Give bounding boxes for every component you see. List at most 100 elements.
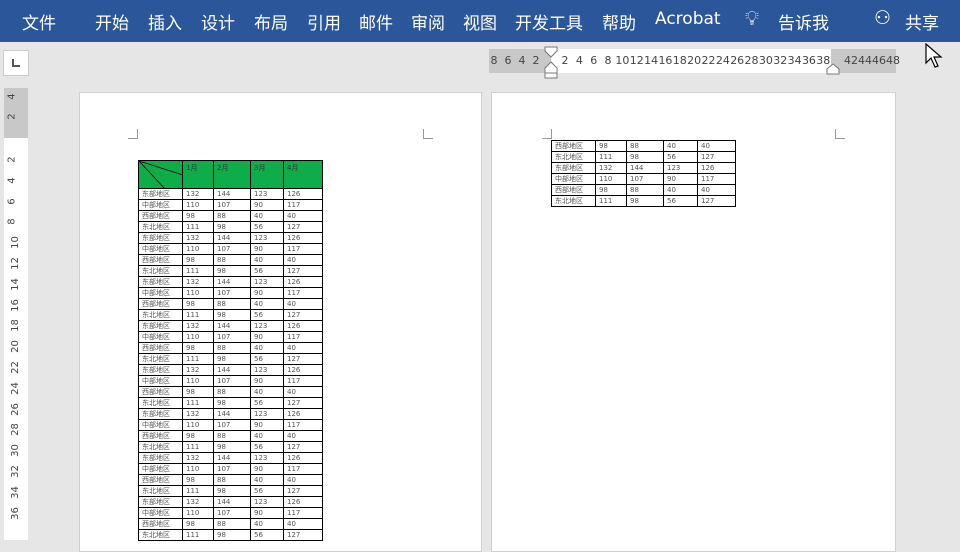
value-cell[interactable]: 127	[283, 265, 323, 277]
region-cell[interactable]: 西部地区	[138, 518, 183, 530]
value-cell[interactable]: 88	[213, 474, 251, 486]
month-header[interactable]: 1月	[182, 160, 214, 189]
value-cell[interactable]: 107	[213, 331, 251, 343]
value-cell[interactable]: 88	[213, 386, 251, 398]
horizontal-ruler[interactable]: 8 6 4 2 2 4 6 8 10 12 14 16 18 20 22 24 26 28 30 32 34 36 38 42…	[489, 46, 900, 79]
value-cell[interactable]: 126	[283, 364, 323, 376]
value-cell[interactable]: 90	[250, 463, 284, 475]
data-table-page-2[interactable]: 西部地区 98 88 40 40 东北地区 111 98 56 127 东部地区 132 144 123 1…	[551, 140, 736, 207]
region-cell[interactable]: 东北地区	[138, 353, 183, 365]
value-cell[interactable]: 40	[663, 140, 698, 152]
region-cell[interactable]: 东部地区	[138, 232, 183, 244]
value-cell[interactable]: 98	[213, 485, 251, 497]
value-cell[interactable]: 111	[182, 353, 214, 365]
value-cell[interactable]: 107	[213, 507, 251, 519]
region-cell[interactable]: 西部地区	[138, 342, 183, 354]
region-cell[interactable]: 东部地区	[138, 408, 183, 420]
value-cell[interactable]: 98	[182, 254, 214, 266]
value-cell[interactable]: 127	[283, 441, 323, 453]
value-cell[interactable]: 90	[250, 287, 284, 299]
region-cell[interactable]: 东北地区	[138, 529, 183, 541]
value-cell[interactable]: 98	[213, 397, 251, 409]
region-cell[interactable]: 东北地区	[138, 397, 183, 409]
region-cell[interactable]: 东部地区	[138, 496, 183, 508]
value-cell[interactable]: 40	[250, 342, 284, 354]
value-cell[interactable]: 40	[663, 184, 698, 196]
value-cell[interactable]: 40	[250, 474, 284, 486]
region-cell[interactable]: 中部地区	[138, 375, 183, 387]
tab-mailings[interactable]: 邮件	[359, 14, 393, 34]
tab-layout[interactable]: 布局	[254, 14, 288, 34]
region-cell[interactable]: 东部地区	[551, 162, 596, 174]
value-cell[interactable]: 123	[250, 188, 284, 200]
value-cell[interactable]: 111	[182, 265, 214, 277]
lightbulb-icon[interactable]: 💡︎	[745, 6, 759, 30]
value-cell[interactable]: 56	[250, 265, 284, 277]
right-indent-marker-icon[interactable]	[826, 63, 840, 75]
month-header[interactable]: 3月	[250, 160, 284, 189]
month-header[interactable]: 2月	[213, 160, 251, 189]
value-cell[interactable]: 88	[626, 140, 664, 152]
tab-view[interactable]: 视图	[463, 14, 497, 34]
value-cell[interactable]: 123	[663, 162, 698, 174]
region-cell[interactable]: 东北地区	[138, 485, 183, 497]
value-cell[interactable]: 40	[283, 474, 323, 486]
region-cell[interactable]: 中部地区	[138, 199, 183, 211]
value-cell[interactable]: 56	[250, 397, 284, 409]
value-cell[interactable]: 90	[250, 507, 284, 519]
value-cell[interactable]: 132	[182, 364, 214, 376]
value-cell[interactable]: 40	[283, 210, 323, 222]
value-cell[interactable]: 111	[182, 309, 214, 321]
value-cell[interactable]: 56	[250, 221, 284, 233]
value-cell[interactable]: 111	[182, 529, 214, 541]
value-cell[interactable]: 56	[250, 529, 284, 541]
region-cell[interactable]: 西部地区	[138, 474, 183, 486]
value-cell[interactable]: 40	[283, 430, 323, 442]
region-cell[interactable]: 西部地区	[551, 140, 596, 152]
value-cell[interactable]: 90	[250, 243, 284, 255]
value-cell[interactable]: 123	[250, 320, 284, 332]
value-cell[interactable]: 110	[182, 375, 214, 387]
value-cell[interactable]: 132	[182, 188, 214, 200]
value-cell[interactable]: 88	[213, 254, 251, 266]
region-cell[interactable]: 东北地区	[138, 221, 183, 233]
value-cell[interactable]: 144	[213, 232, 251, 244]
value-cell[interactable]: 144	[213, 320, 251, 332]
value-cell[interactable]: 40	[283, 298, 323, 310]
value-cell[interactable]: 117	[283, 243, 323, 255]
value-cell[interactable]: 98	[626, 195, 664, 207]
tab-acrobat[interactable]: Acrobat	[655, 9, 721, 29]
value-cell[interactable]: 110	[182, 199, 214, 211]
indent-marker-icon[interactable]	[544, 46, 558, 79]
data-table-page-1[interactable]: 1月 2月 3月 4月 东部地区 132 144 123 126 中部地区 110 107 90…	[138, 160, 323, 541]
tab-insert[interactable]: 插入	[148, 14, 182, 34]
value-cell[interactable]: 98	[182, 342, 214, 354]
tell-me-button[interactable]: 告诉我	[778, 14, 829, 34]
region-cell[interactable]: 中部地区	[138, 287, 183, 299]
value-cell[interactable]: 56	[663, 195, 698, 207]
value-cell[interactable]: 98	[595, 140, 627, 152]
value-cell[interactable]: 56	[250, 485, 284, 497]
value-cell[interactable]: 40	[283, 518, 323, 530]
value-cell[interactable]: 90	[663, 173, 698, 185]
value-cell[interactable]: 123	[250, 364, 284, 376]
value-cell[interactable]: 40	[250, 298, 284, 310]
value-cell[interactable]: 40	[283, 342, 323, 354]
value-cell[interactable]: 107	[213, 243, 251, 255]
region-cell[interactable]: 东北地区	[551, 151, 596, 163]
value-cell[interactable]: 126	[283, 188, 323, 200]
value-cell[interactable]: 107	[213, 463, 251, 475]
value-cell[interactable]: 107	[213, 419, 251, 431]
value-cell[interactable]: 88	[213, 342, 251, 354]
region-cell[interactable]: 西部地区	[138, 386, 183, 398]
region-cell[interactable]: 中部地区	[138, 419, 183, 431]
value-cell[interactable]: 90	[250, 331, 284, 343]
value-cell[interactable]: 107	[626, 173, 664, 185]
value-cell[interactable]: 111	[182, 397, 214, 409]
region-cell[interactable]: 东部地区	[138, 320, 183, 332]
value-cell[interactable]: 117	[283, 199, 323, 211]
region-cell[interactable]: 中部地区	[138, 463, 183, 475]
value-cell[interactable]: 126	[283, 320, 323, 332]
diagonal-header-cell[interactable]	[138, 160, 183, 189]
vertical-ruler[interactable]: 4 2 2 4 6 8 10 12 14 16 18 20 22 24 26 28 30 32 34 36	[4, 88, 28, 540]
